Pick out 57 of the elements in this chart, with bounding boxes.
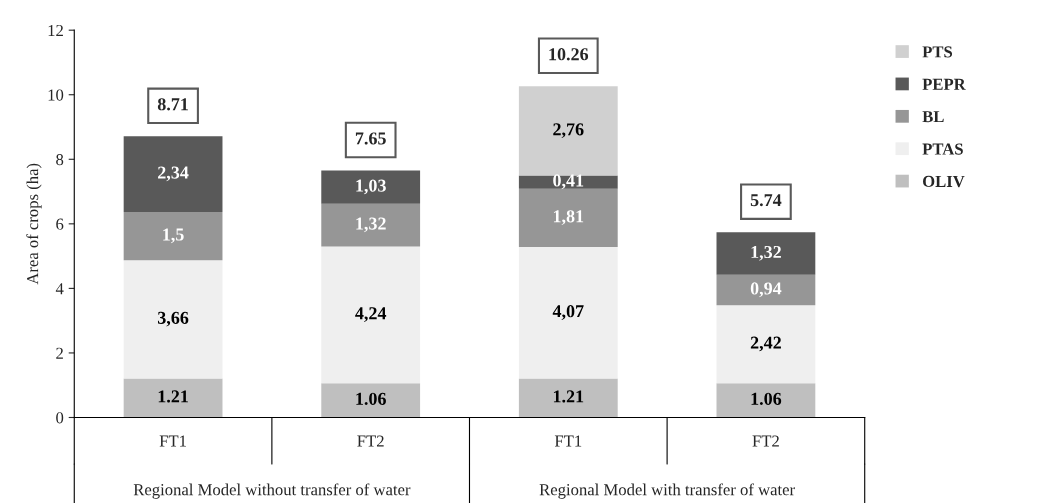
data-label: 1.06 <box>751 392 782 405</box>
bar <box>123 378 223 418</box>
bar <box>716 383 816 418</box>
data-label: 4,24 <box>355 307 387 322</box>
bar <box>321 203 421 247</box>
bar <box>716 305 816 384</box>
x-tick-label: FT2 <box>752 435 779 447</box>
bar <box>518 86 618 176</box>
y-axis-title: Area of crops (ha) <box>26 163 42 285</box>
legend-label: PTAS <box>922 143 963 155</box>
x-tick-label: FT1 <box>554 435 582 447</box>
y-tick-label: 8 <box>56 153 64 166</box>
bar <box>518 378 618 418</box>
x-tick-label: FT1 <box>159 435 186 447</box>
bar <box>321 383 421 418</box>
bar <box>321 246 421 384</box>
bar <box>123 260 223 379</box>
y-tick-label: 2 <box>56 347 63 359</box>
bar <box>518 188 618 248</box>
bar <box>716 232 816 275</box>
data-label: 1,32 <box>356 217 386 233</box>
total-label: 10.26 <box>549 48 589 61</box>
data-label: 1,03 <box>356 179 386 195</box>
total-label: 5.74 <box>750 194 782 207</box>
data-label: 1,32 <box>751 245 781 261</box>
y-tick-label: 6 <box>56 218 64 230</box>
data-label: 1.21 <box>158 390 188 403</box>
data-label: 4,07 <box>552 305 584 320</box>
x-tick-label: FT2 <box>357 435 384 447</box>
bar <box>518 175 618 189</box>
data-label: 1,81 <box>553 210 584 225</box>
y-tick-label: 0 <box>56 412 64 424</box>
data-label: 1.21 <box>553 390 584 403</box>
bar <box>321 170 421 204</box>
bar <box>518 247 618 379</box>
legend-label: PEPR <box>922 78 966 90</box>
text: Regional Model with transfer of water <box>539 483 795 499</box>
data-label: 1.06 <box>356 392 386 405</box>
data-label: 2,42 <box>750 336 781 352</box>
total-label: 7.65 <box>355 132 386 145</box>
data-label: 0,94 <box>750 282 782 298</box>
legend-label: OLIV <box>923 175 965 188</box>
y-tick-label: 4 <box>55 283 64 295</box>
data-label: 2,34 <box>158 166 189 182</box>
bar <box>716 274 816 306</box>
y-tick-label: 12 <box>48 24 63 36</box>
data-label: 3,66 <box>157 311 189 327</box>
text: Regional Model without transfer of water <box>133 483 411 499</box>
data-label: 1,5 <box>163 228 184 244</box>
legend-label: BL <box>922 111 944 123</box>
y-tick-label: 10 <box>48 89 64 101</box>
total-label: 8.71 <box>157 98 188 111</box>
legend-label: PTS <box>922 46 953 58</box>
bar <box>123 136 223 212</box>
data-label: 0,41 <box>553 174 584 190</box>
data-label: 2,76 <box>553 123 584 139</box>
bar <box>123 211 223 261</box>
